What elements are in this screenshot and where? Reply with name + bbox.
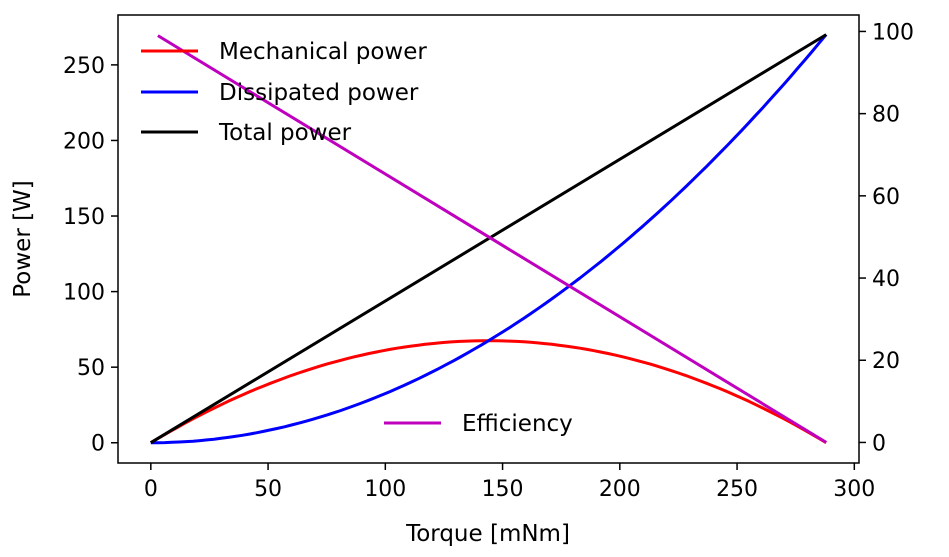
legend-label-total-power: Total power <box>218 120 352 146</box>
legend-label-mechanical-power: Mechanical power <box>219 39 427 65</box>
series-line-total-power <box>150 33 827 444</box>
legend-secondary: Efficiency <box>384 411 573 437</box>
legend-main: Mechanical power Dissipated power Total … <box>141 39 427 146</box>
series-line-efficiency <box>157 34 827 444</box>
y2-tick-label-80: 80 <box>872 103 900 128</box>
y2-tick-label-40: 40 <box>872 267 900 292</box>
x-tick-label-250: 250 <box>716 477 758 502</box>
x-tick-label-150: 150 <box>482 477 524 502</box>
y-tick-label-100: 100 <box>63 281 105 306</box>
x-tick-label-300: 300 <box>833 477 875 502</box>
y2-tick-label-60: 60 <box>872 185 900 210</box>
x-tick-label-200: 200 <box>599 477 641 502</box>
x-tick-label-50: 50 <box>254 477 282 502</box>
y-axis-left: 0 50 100 150 200 250 <box>63 54 118 457</box>
y-tick-label-250: 250 <box>63 54 105 79</box>
y-tick-label-200: 200 <box>63 129 105 154</box>
x-axis: 0 50 100 150 200 250 300 <box>144 463 875 502</box>
y-tick-label-50: 50 <box>77 356 105 381</box>
legend-label-dissipated-power: Dissipated power <box>219 80 419 106</box>
x-axis-title: Torque [mNm] <box>405 521 570 547</box>
y2-tick-label-0: 0 <box>872 431 886 456</box>
y-axis-title: Power [W] <box>10 180 36 298</box>
y2-tick-label-20: 20 <box>872 349 900 374</box>
y2-tick-label-100: 100 <box>872 20 914 45</box>
x-tick-label-100: 100 <box>364 477 406 502</box>
y-axis-right: 0 20 40 60 80 100 <box>859 20 914 456</box>
y-tick-label-0: 0 <box>91 432 105 457</box>
series-layer <box>150 33 828 445</box>
x-tick-label-0: 0 <box>144 477 158 502</box>
legend-label-efficiency: Efficiency <box>462 411 573 437</box>
y-tick-label-150: 150 <box>63 205 105 230</box>
series-line-dissipated-power <box>150 33 828 445</box>
